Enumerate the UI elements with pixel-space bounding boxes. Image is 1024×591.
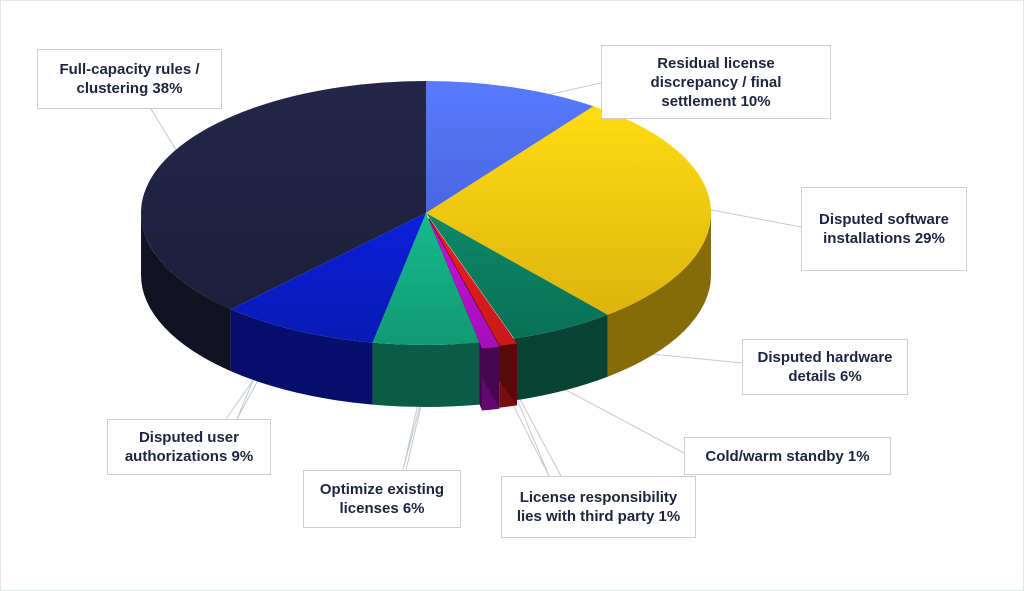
pie-side-wall	[372, 342, 480, 407]
pie-tops	[141, 81, 711, 349]
pie-slice	[141, 81, 426, 310]
pie-side-wall	[141, 213, 231, 372]
label-full-capacity: Full-capacity rules / clustering 38%	[37, 49, 222, 109]
label-cold-warm-standby: Cold/warm standby 1%	[684, 437, 891, 475]
label-optimize-licenses: Optimize existing licenses 6%	[303, 470, 461, 528]
pie-side-wall	[230, 309, 373, 405]
pie-side-wall	[607, 213, 711, 377]
label-disputed-hardware: Disputed hardware details 6%	[742, 339, 908, 395]
pie-slice	[426, 106, 711, 315]
pie-slice	[426, 213, 608, 339]
label-residual-settlement: Residual license discrepancy / final set…	[601, 45, 831, 119]
pie-slice	[230, 213, 426, 343]
label-disputed-software: Disputed software installations 29%	[801, 187, 967, 271]
pie-slice	[428, 218, 500, 349]
pie-side-wall	[514, 314, 608, 401]
pie-slice	[372, 213, 480, 346]
pie-slice	[426, 81, 594, 213]
pie-slice	[428, 217, 517, 346]
label-user-authorizations: Disputed user authorizations 9%	[107, 419, 271, 475]
leader-line	[706, 208, 802, 228]
label-third-party: License responsibility lies with third p…	[501, 476, 696, 538]
